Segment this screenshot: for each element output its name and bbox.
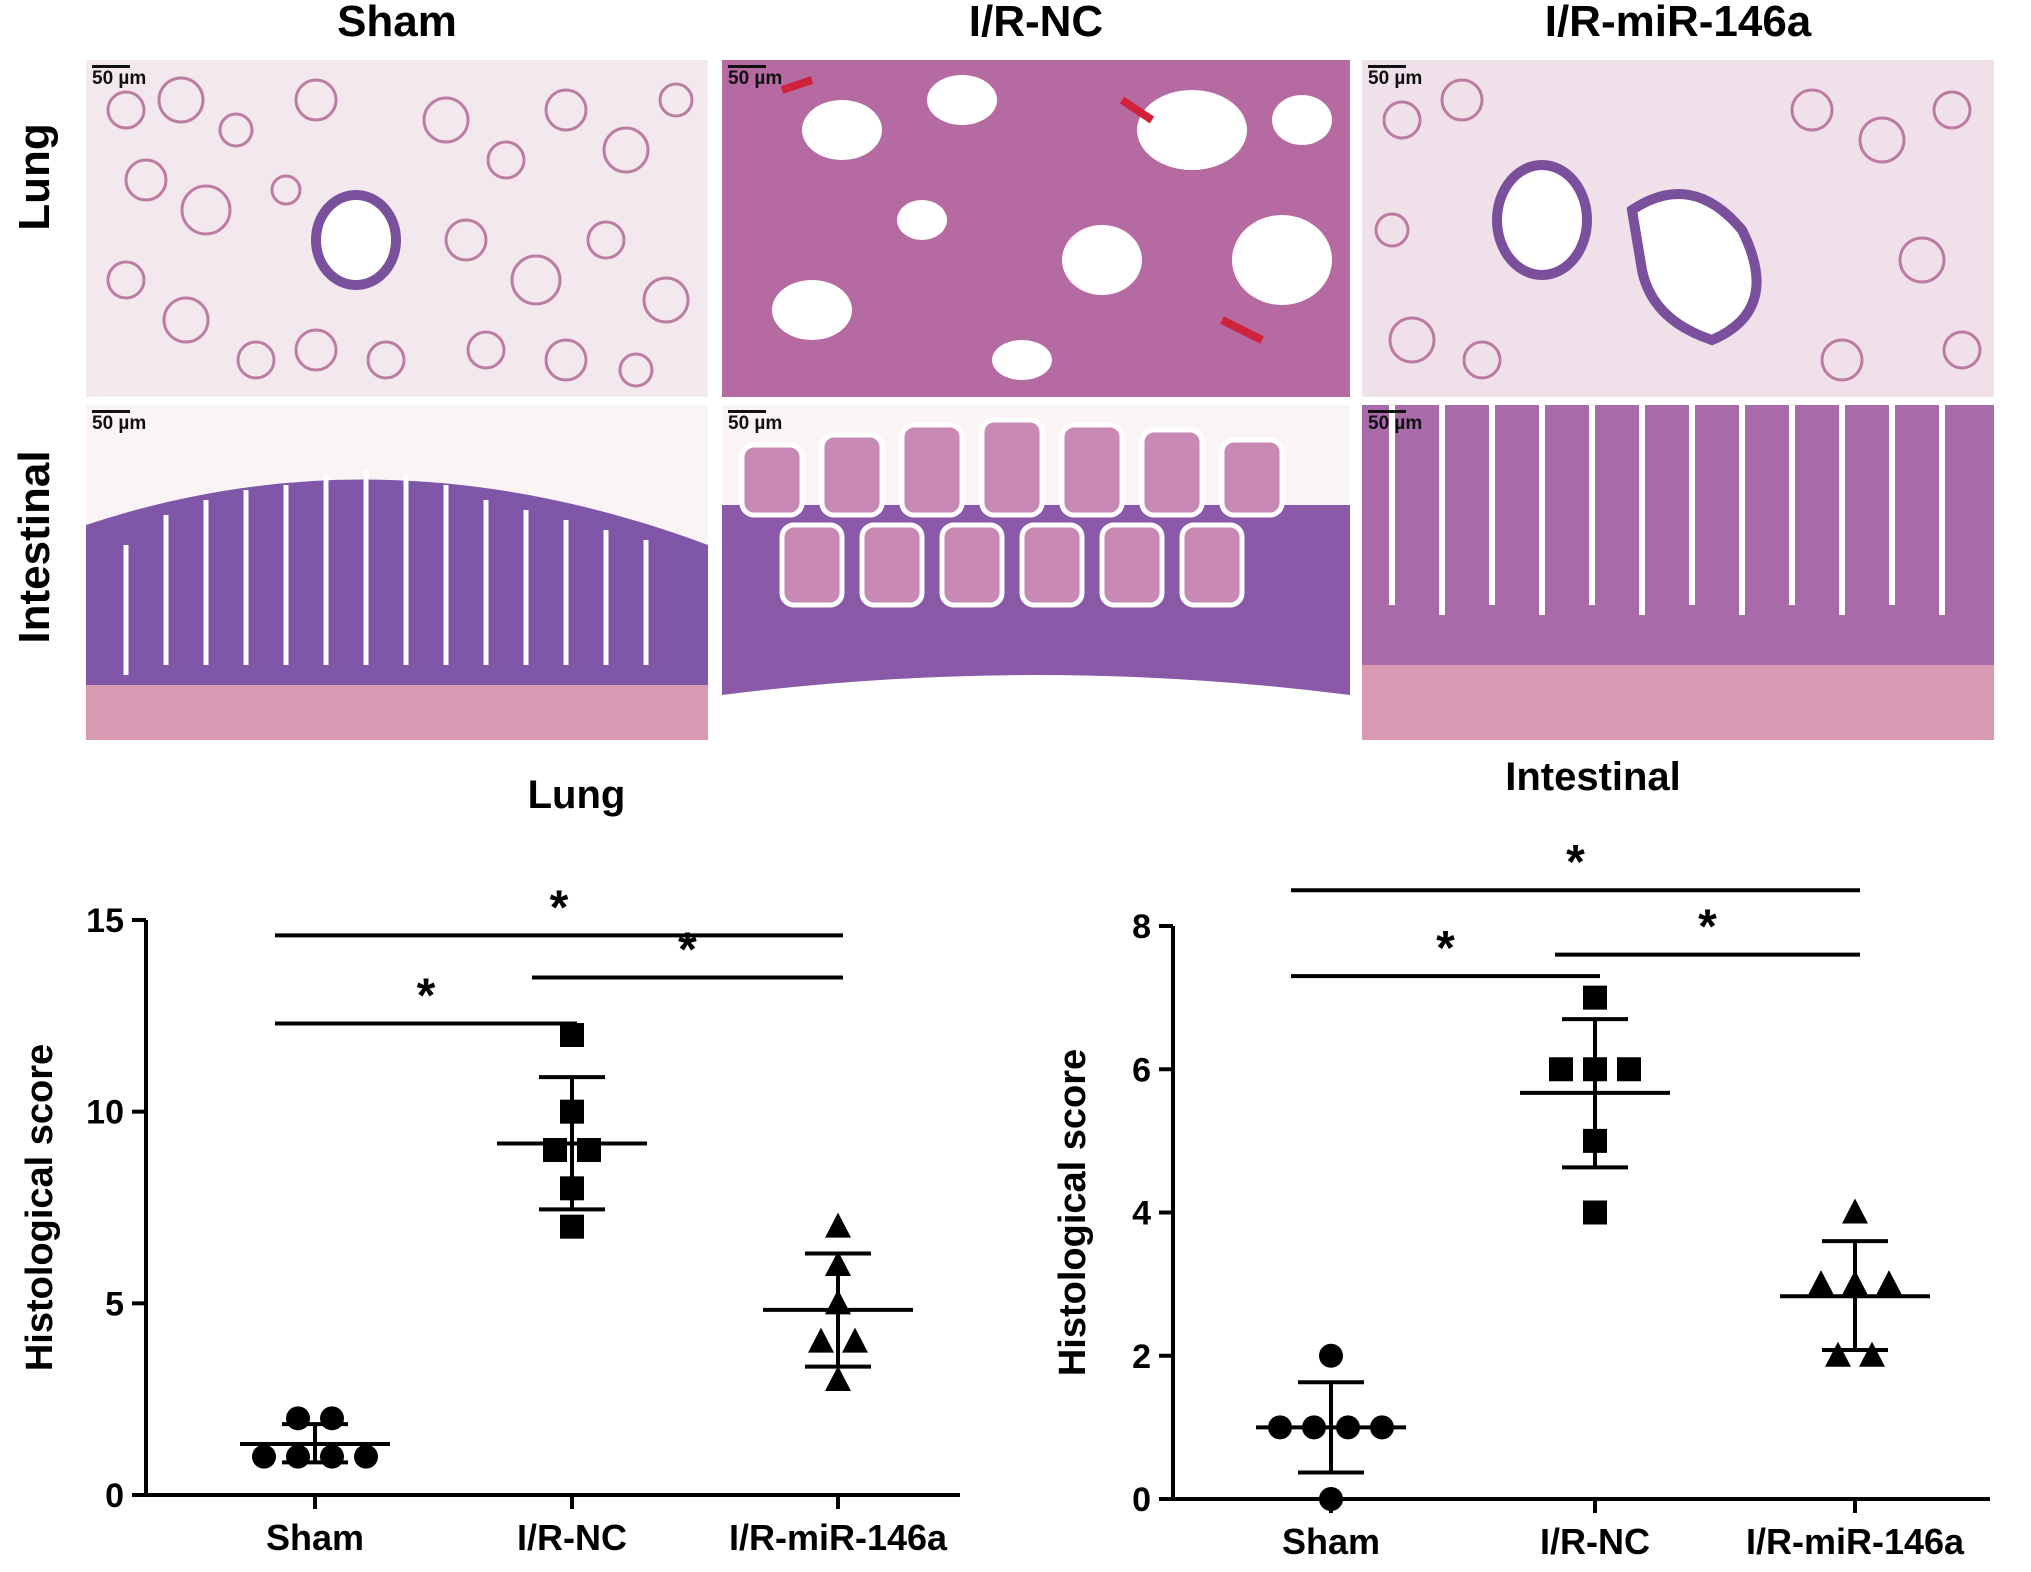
data-point-circle bbox=[354, 1444, 378, 1469]
data-point-square bbox=[560, 1214, 584, 1239]
x-tick-label: I/R-NC bbox=[517, 1517, 627, 1558]
intestinal-tissue-image bbox=[1362, 405, 1994, 740]
x-tick-label: I/R-miR-146a bbox=[1746, 1521, 1965, 1562]
intestinal-ir-mir146a-micrograph: 50 µm bbox=[1362, 405, 1994, 740]
significance-star: * bbox=[1566, 836, 1585, 889]
row-label-intestinal: Intestinal bbox=[10, 450, 59, 644]
data-point-triangle bbox=[1842, 1198, 1868, 1224]
data-point-triangle bbox=[1859, 1341, 1885, 1367]
scale-bar-label: 50 µm bbox=[1368, 410, 1423, 434]
intestinal-ir-nc-micrograph: 50 µm bbox=[722, 405, 1350, 740]
column-title-ir-mir146a: I/R-miR-146a bbox=[1544, 0, 1812, 46]
chart-title: Lung bbox=[528, 773, 626, 817]
y-tick-label: 8 bbox=[1132, 908, 1151, 946]
lung-score-plot: Lung Histological score 0 5 10 15 Sham I/R-NC I/… bbox=[19, 773, 960, 1558]
data-point-triangle bbox=[808, 1327, 834, 1353]
lung-chart: Lung Histological score 0 5 10 15 Sham I/R-NC I/… bbox=[0, 760, 1000, 1567]
y-tick-label: 2 bbox=[1132, 1338, 1151, 1376]
scale-bar-label: 50 µm bbox=[92, 65, 147, 89]
lung-sham-micrograph: 50 µm bbox=[86, 60, 708, 397]
chart-title: Intestinal bbox=[1505, 755, 1681, 799]
data-point-square bbox=[1549, 1057, 1573, 1082]
x-tick-label: I/R-miR-146a bbox=[729, 1517, 948, 1558]
data-point-triangle bbox=[1825, 1341, 1851, 1367]
significance-star: * bbox=[550, 881, 569, 934]
significance-star: * bbox=[1698, 901, 1717, 954]
y-tick-label: 10 bbox=[86, 1094, 124, 1132]
row-label-lung: Lung bbox=[10, 123, 59, 231]
data-point-triangle bbox=[1808, 1270, 1834, 1296]
data-point-square bbox=[1617, 1057, 1641, 1082]
y-tick-label: 4 bbox=[1132, 1195, 1151, 1233]
data-point-triangle bbox=[825, 1366, 851, 1391]
intestinal-tissue-image bbox=[722, 405, 1350, 740]
data-point-triangle bbox=[1876, 1270, 1902, 1296]
data-point-triangle bbox=[842, 1327, 868, 1353]
data-point-circle bbox=[286, 1406, 310, 1431]
y-axis-label: Histological score bbox=[19, 1044, 61, 1371]
column-title-sham: Sham bbox=[337, 0, 457, 46]
scale-bar-label: 50 µm bbox=[728, 65, 783, 89]
data-point-square bbox=[560, 1023, 584, 1047]
x-tick-label: Sham bbox=[266, 1517, 364, 1558]
scale-bar-label: 50 µm bbox=[728, 410, 783, 434]
data-point-square bbox=[1583, 985, 1607, 1010]
y-tick-label: 5 bbox=[105, 1285, 124, 1323]
lung-ir-mir146a-micrograph: 50 µm bbox=[1362, 60, 1994, 397]
lung-ir-nc-micrograph: 50 µm bbox=[722, 60, 1350, 397]
lung-tissue-image bbox=[722, 60, 1350, 397]
lung-tissue-image bbox=[1362, 60, 1994, 397]
significance-star: * bbox=[678, 924, 697, 977]
x-tick-label: Sham bbox=[1282, 1521, 1380, 1562]
intestinal-score-plot: Intestinal Histological score 0 2 4 6 8 Sham I/R… bbox=[1052, 755, 1990, 1562]
y-tick-label: 15 bbox=[86, 902, 124, 940]
data-point-circle bbox=[1319, 1487, 1343, 1511]
data-point-square bbox=[1583, 1200, 1607, 1225]
lung-tissue-image bbox=[86, 60, 708, 397]
scale-bar-label: 50 µm bbox=[1368, 65, 1423, 89]
column-title-ir-nc: I/R-NC bbox=[968, 0, 1104, 46]
intestinal-sham-micrograph: 50 µm bbox=[86, 405, 708, 740]
scale-bar-label: 50 µm bbox=[92, 410, 147, 434]
intestinal-chart: Intestinal Histological score 0 2 4 6 8 Sham I/R… bbox=[1030, 740, 2030, 1567]
x-tick-label: I/R-NC bbox=[1540, 1521, 1650, 1562]
data-point-circle bbox=[320, 1444, 344, 1469]
significance-star: * bbox=[417, 970, 436, 1023]
y-tick-label: 0 bbox=[105, 1477, 124, 1515]
data-point-circle bbox=[252, 1444, 276, 1469]
data-point-circle bbox=[286, 1444, 310, 1469]
y-axis-label: Histological score bbox=[1052, 1049, 1094, 1376]
data-point-triangle bbox=[825, 1212, 851, 1238]
y-tick-label: 6 bbox=[1132, 1051, 1151, 1089]
data-point-circle bbox=[1319, 1343, 1343, 1368]
intestinal-tissue-image bbox=[86, 405, 708, 740]
y-tick-label: 0 bbox=[1132, 1481, 1151, 1519]
significance-star: * bbox=[1436, 922, 1455, 975]
data-point-circle bbox=[320, 1406, 344, 1431]
